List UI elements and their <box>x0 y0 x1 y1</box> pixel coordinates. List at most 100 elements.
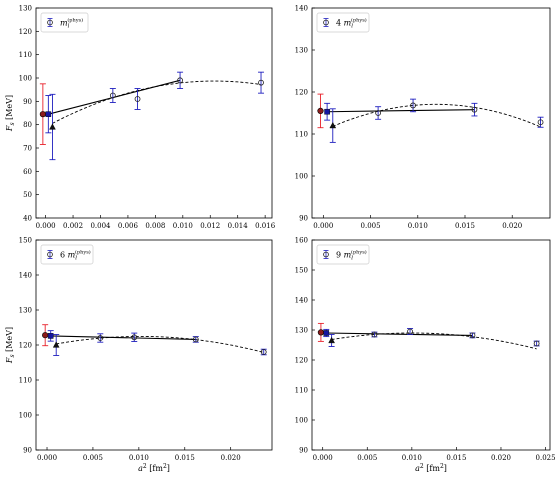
data-point-marker <box>177 77 183 84</box>
x-tick-label: 0.010 <box>408 222 428 230</box>
legend-marker <box>323 251 329 258</box>
x-tick-label: 0.000 <box>313 454 333 462</box>
x-tick-label: 0.010 <box>173 222 193 230</box>
y-tick-label: 130 <box>295 327 308 335</box>
legend-marker <box>47 19 53 26</box>
red-point-marker <box>39 111 46 118</box>
y-tick-label: 140 <box>295 297 308 305</box>
x-axis-label: a2 [fm2] <box>415 463 447 473</box>
data-point-marker <box>97 335 104 341</box>
x-axis-label: a2 [fm2] <box>138 463 170 473</box>
x-tick-label: 0.002 <box>63 222 83 230</box>
y-tick-label: 140 <box>295 5 308 13</box>
red-point-marker <box>317 107 324 114</box>
y-tick-label: 100 <box>19 412 32 420</box>
legend: 4 ml(phys) <box>316 12 370 33</box>
y-tick-label: 100 <box>295 173 308 181</box>
data-point-marker <box>371 331 378 338</box>
data-point-marker <box>471 106 478 113</box>
x-tick-label: 0.015 <box>446 454 466 462</box>
y-tick-label: 130 <box>19 5 32 13</box>
data-point-marker <box>407 328 413 335</box>
data-point-marker <box>410 102 416 109</box>
triangle-marker <box>329 121 337 129</box>
legend-label: 6 ml(phys) <box>60 249 91 262</box>
plot-frame <box>311 239 551 451</box>
data-point-marker <box>537 119 544 126</box>
x-tick-label: 0.006 <box>118 222 139 230</box>
data-point-marker <box>469 332 476 339</box>
x-tick-label: 0.016 <box>255 222 276 230</box>
data-point-marker <box>131 334 138 341</box>
x-tick-label: 0.014 <box>228 222 249 230</box>
y-tick-label: 130 <box>295 47 308 55</box>
blue-square-marker <box>323 330 330 336</box>
y-tick-label: 50 <box>23 191 32 199</box>
data-point-marker <box>533 340 540 347</box>
plot-frame <box>35 7 273 219</box>
y-tick-label: 110 <box>19 51 32 59</box>
x-tick-label: 0.010 <box>402 454 422 462</box>
dashed-fit-curve <box>331 332 537 350</box>
data-point-marker <box>192 336 199 343</box>
legend: ml(phys) <box>40 12 89 33</box>
triangle-marker <box>49 123 56 130</box>
y-tick-label: 120 <box>19 28 32 36</box>
data-point-marker <box>375 110 382 116</box>
y-tick-label: 130 <box>19 307 32 315</box>
x-tick-label: 0.004 <box>90 222 111 230</box>
x-tick-label: 0.020 <box>221 454 241 462</box>
x-tick-label: 0.015 <box>175 454 195 462</box>
triangle-marker <box>328 336 335 344</box>
panel-3: 90 100 110 120 130 140 150 0.000 0.005 0.010 0.015… <box>5 237 273 473</box>
legend-label: 9 ml(phys) <box>336 249 367 262</box>
y-tick-label: 100 <box>295 417 308 425</box>
solid-fit-line <box>50 335 196 340</box>
red-point-marker <box>42 332 49 339</box>
legend: 6 ml(phys) <box>40 244 94 265</box>
legend-box <box>40 244 94 265</box>
y-tick-label: 150 <box>19 237 32 245</box>
x-tick-label: 0.010 <box>129 454 149 462</box>
x-tick-label: 0.000 <box>37 454 57 462</box>
y-tick-label: 90 <box>299 447 308 455</box>
plot-frame <box>35 239 273 451</box>
dashed-fit-curve <box>332 103 541 128</box>
legend-box <box>316 244 370 265</box>
x-tick-label: 0.012 <box>200 222 220 230</box>
y-tick-label: 40 <box>23 215 32 223</box>
legend-marker <box>323 19 329 26</box>
x-tick-label: 0.008 <box>145 222 165 230</box>
plot-frame <box>311 7 551 219</box>
y-axis-label: Fs [MeV] <box>5 327 16 364</box>
solid-fit-line <box>326 332 473 336</box>
panel-2: 90 100 110 120 130 140 0.000 0.005 0.010 0.015 0.0… <box>295 5 551 230</box>
x-tick-label: 0.005 <box>357 454 377 462</box>
red-point-marker <box>317 329 325 336</box>
x-tick-label: 0.025 <box>536 454 556 462</box>
legend-box <box>316 12 370 33</box>
x-tick-label: 0.000 <box>36 222 56 230</box>
x-tick-label: 0.015 <box>455 222 475 230</box>
y-tick-label: 150 <box>295 267 308 275</box>
y-tick-label: 60 <box>23 168 32 176</box>
blue-square-marker <box>45 111 52 117</box>
data-point-marker <box>134 96 141 102</box>
y-tick-label: 90 <box>23 447 32 455</box>
x-tick-label: 0.005 <box>83 454 103 462</box>
triangle-marker <box>52 341 60 348</box>
y-tick-label: 120 <box>19 342 32 350</box>
dashed-fit-curve <box>52 80 262 124</box>
x-tick-label: 0.005 <box>361 222 381 230</box>
panel-1: 40 50 60 70 80 90 100 110 120 130 0.000 0.002 0.004 0… <box>5 5 276 231</box>
x-tick-label: 0.020 <box>502 222 522 230</box>
y-tick-label: 100 <box>19 75 32 83</box>
legend-marker <box>47 251 53 258</box>
legend-label: 4 ml(phys) <box>336 17 367 30</box>
legend-label: ml(phys) <box>60 17 83 30</box>
y-tick-label: 70 <box>23 145 32 153</box>
y-axis-label: Fs [MeV] <box>5 95 16 132</box>
legend: 9 ml(phys) <box>316 244 370 265</box>
legend-box <box>40 12 89 33</box>
y-tick-label: 110 <box>19 377 32 385</box>
